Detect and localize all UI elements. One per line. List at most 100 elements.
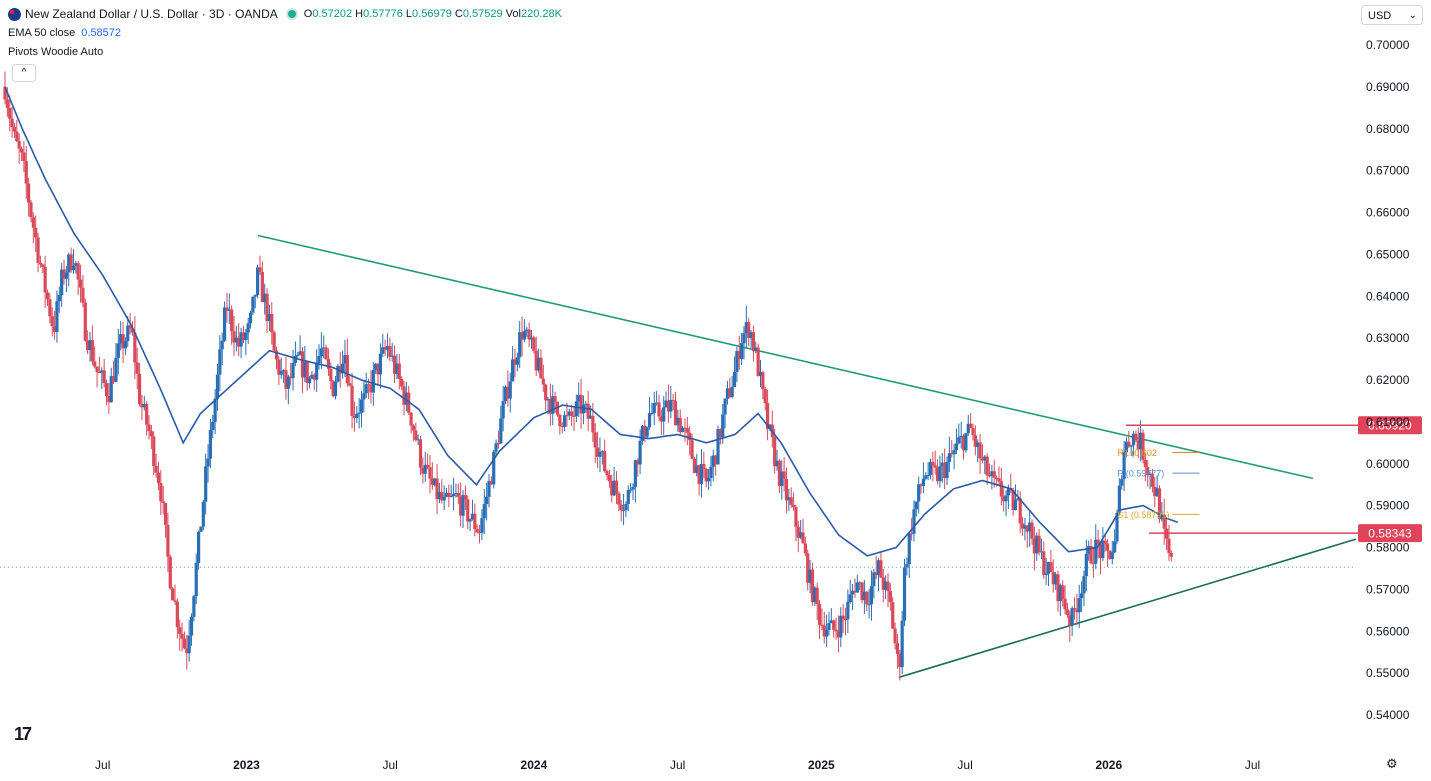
legend-pivots-row[interactable]: Pivots Woodie Auto [8,45,103,59]
trendline-upper[interactable] [257,234,1314,480]
candle-body [317,355,321,364]
symbol-title[interactable]: New Zealand Dollar / U.S. Dollar · 3D · … [25,7,278,21]
candle-body [933,465,937,468]
candle-body [888,590,892,603]
candle-body [244,332,248,340]
candle-body [900,620,904,668]
candle-body [690,440,694,459]
candle-body [482,504,486,519]
candle-body [567,411,571,416]
candle-body [992,471,996,478]
candle-body [853,590,857,593]
candle-body [1061,585,1065,599]
candle-body [891,602,895,629]
candle-body [999,481,1003,497]
candle-body [508,381,512,399]
candle-body [850,590,855,595]
candle-body [239,332,243,347]
candle-body [270,313,274,333]
candle-body [664,400,668,408]
candle-body [55,301,59,332]
candle-body [810,569,815,603]
candle-body [607,475,612,482]
candle-body [1037,535,1041,553]
candle-body [947,453,951,462]
candle-body [281,370,286,372]
candle-body [511,359,515,382]
candle-body [137,373,142,405]
candle-body [475,529,479,533]
candle-body [966,423,970,434]
candle-body [676,417,680,426]
candle-body [827,623,831,630]
candle-body [88,340,92,351]
candle-body [492,451,496,485]
high-value: 0.57776 [363,8,403,20]
candle-body [1089,546,1093,564]
candle-body [192,596,196,617]
legend-ema-row[interactable]: EMA 50 close 0.58572 [8,26,121,40]
ema-50-line [4,86,1179,557]
candle-body [112,376,116,382]
candle-body [289,376,293,379]
candle-body [426,464,430,468]
candle-body [808,569,812,583]
currency-select[interactable]: USD ⌄ [1361,5,1423,25]
candle-body [102,370,106,384]
candle-body [560,425,564,427]
candle-body [1094,539,1098,564]
candle-body [1148,473,1152,475]
y-tick-label: 0.56000 [1366,624,1410,638]
candle-body [499,418,503,444]
candle-body [1070,608,1074,626]
candle-body [527,329,531,340]
collapse-legend-button[interactable]: ^ [12,64,36,82]
candle-body [943,462,947,479]
open-value: 0.57202 [312,8,353,20]
candle-body [643,425,647,437]
candle-body [768,424,772,430]
candle-body [267,313,272,322]
price-level-badge [1358,416,1422,435]
candle-body [140,404,144,408]
candle-body [90,340,94,362]
candle-body [206,458,210,467]
chevron-up-icon: ^ [21,67,27,78]
candle-body [364,384,368,394]
candle-body [303,361,307,378]
candle-body [577,394,581,402]
candle-body [218,349,222,375]
candle-body [246,323,250,333]
candle-body [756,347,760,376]
candle-body [388,346,392,357]
candle-body [215,374,220,399]
tradingview-logo-icon[interactable]: 17 [14,724,32,744]
candle-body [815,587,819,605]
settings-gear-icon[interactable]: ⚙ [1386,756,1398,771]
candle-body [702,464,706,469]
candle-body [742,333,746,344]
candle-body [704,468,708,482]
candle-body [374,363,378,371]
candle-body [1103,540,1107,544]
candle-body [525,329,529,332]
candle-body [513,359,517,365]
pivots: R1 (0.602 P (0.59777) S1 (0.58791) [1117,448,1200,520]
candle-body [898,653,902,668]
candle-body [1146,466,1150,475]
candle-body [610,481,614,496]
candle-body [1098,544,1103,559]
candle-body [1101,540,1105,559]
candle-body [612,480,616,496]
candle-body [385,346,390,350]
candle-body [1141,432,1145,460]
candle-body [600,451,604,453]
candle-body [912,509,916,534]
candle-body [234,337,238,343]
x-tick-label: 2024 [521,758,548,772]
candle-body [836,631,841,638]
candle-body [126,325,130,342]
candle-body [442,496,446,501]
trendline-lower[interactable] [898,538,1357,679]
